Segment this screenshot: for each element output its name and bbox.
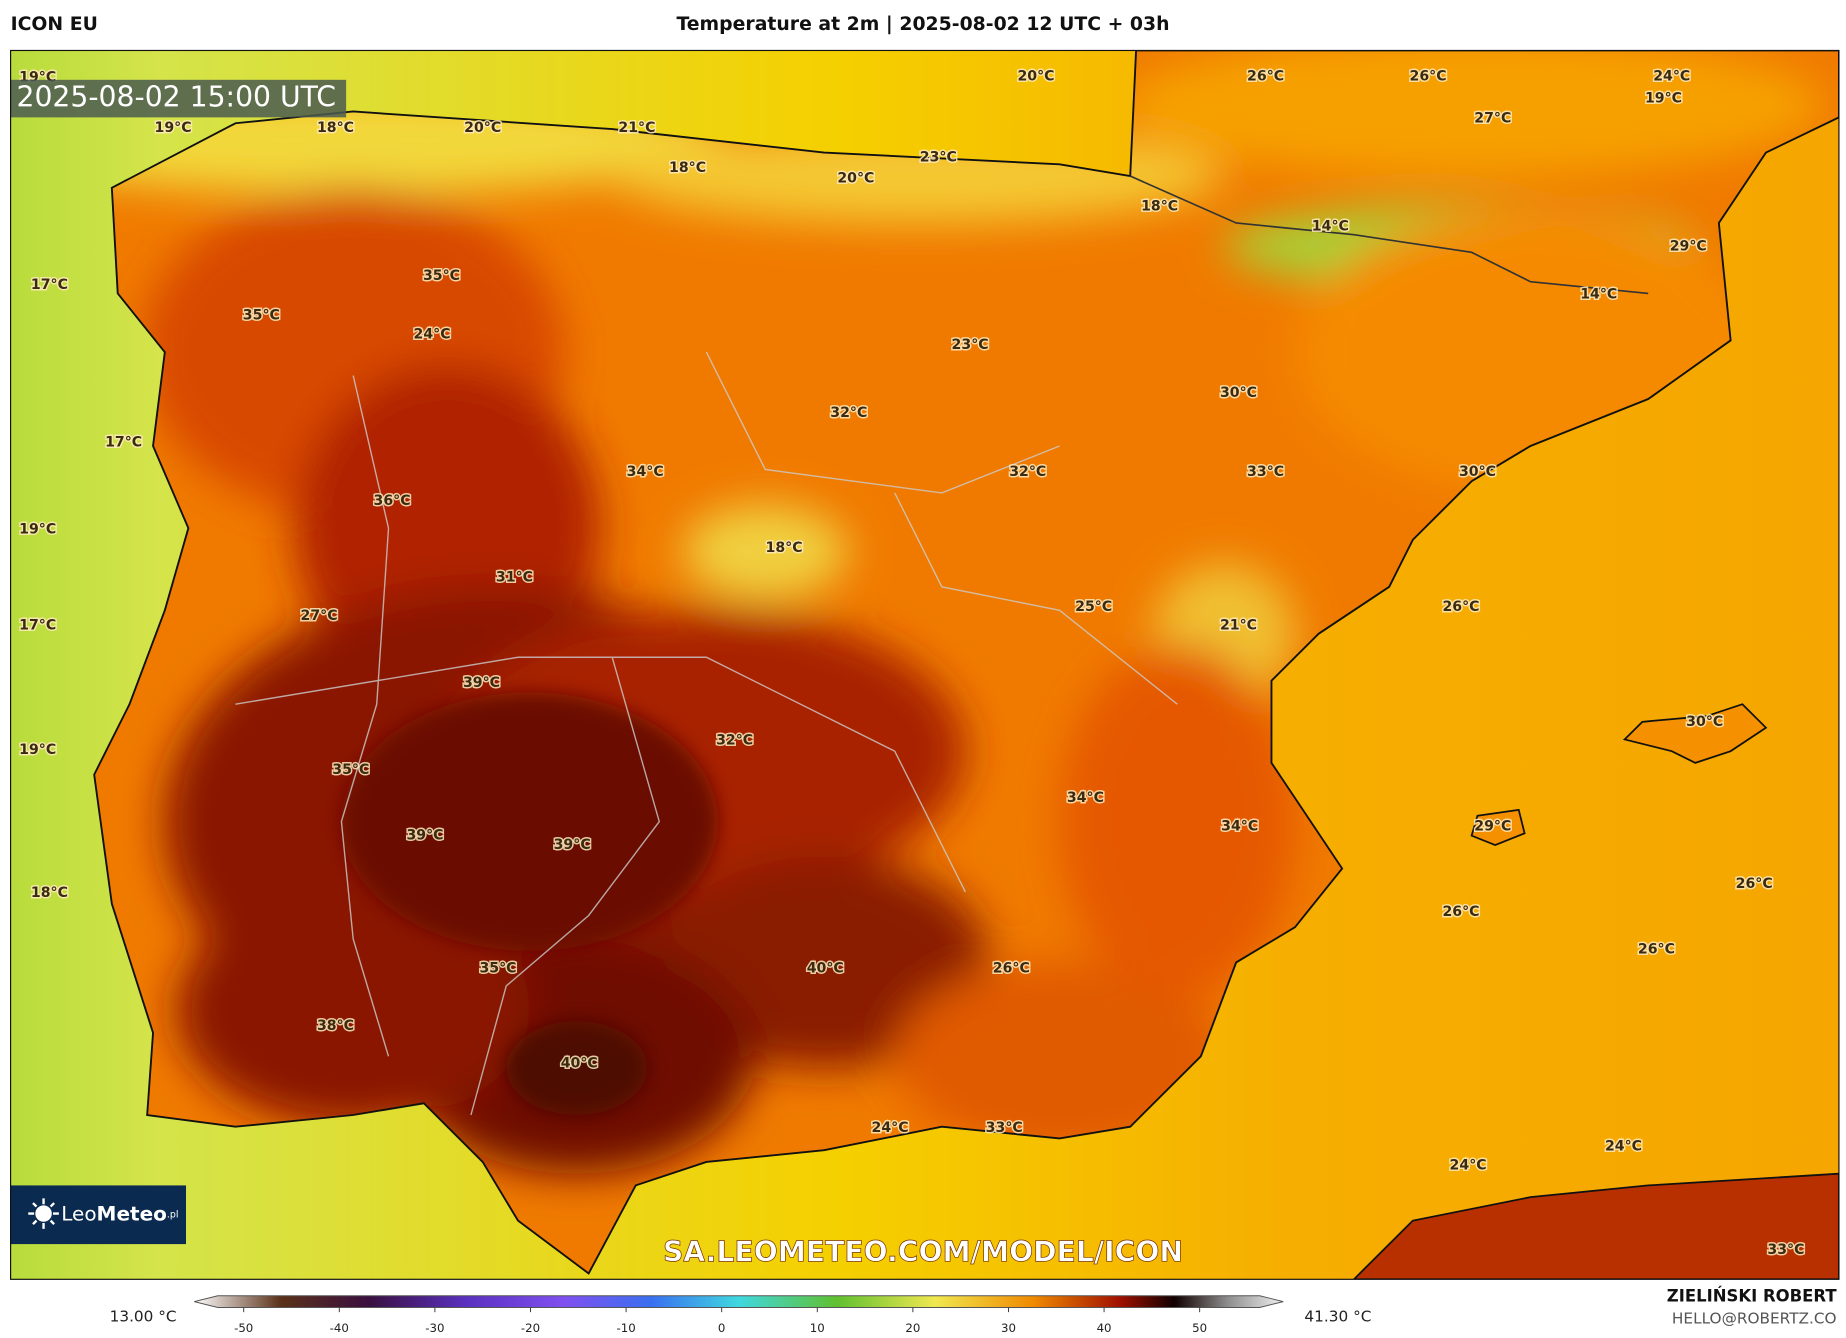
watermark: SA.LEOMETEO.COM/MODEL/ICON (663, 1236, 1183, 1269)
temperature-label: 26°C (993, 960, 1030, 976)
temperature-label: 26°C (1410, 68, 1447, 84)
colorbar-ramp (194, 1295, 1284, 1308)
temperature-label: 35°C (423, 268, 460, 284)
temperature-label: 23°C (920, 149, 957, 165)
temperature-label: 33°C (1767, 1242, 1804, 1258)
temperature-label: 35°C (243, 308, 280, 324)
temperature-labels: 19°C 19°C 18°C 20°C 21°C 20°C 26°C 26°C 24°C 19°C… (18, 67, 1806, 1260)
author: ZIELIŃSKI ROBERT (1667, 1286, 1838, 1305)
border (1129, 175, 1649, 295)
temperature-label: 21°C (618, 120, 655, 136)
timestamp-box (10, 79, 347, 118)
temperature-label: 24°C (871, 1120, 908, 1136)
temperature-label: 26°C (1247, 68, 1284, 84)
logo-sun (28, 1198, 59, 1229)
logo-bold: Meteo (97, 1201, 167, 1225)
colorbar-tick-label: -20 (521, 1321, 540, 1335)
colorbar-tick-label: 50 (1192, 1321, 1207, 1335)
temperature-label: 24°C (1653, 68, 1690, 84)
colorbar-max: 41.30 °C (1304, 1307, 1371, 1325)
colorbar-tick-label: -50 (234, 1321, 253, 1335)
temperature-label: 39°C (406, 828, 443, 844)
temperature-label: 34°C (627, 464, 664, 480)
temperature-label: 18°C (766, 540, 803, 556)
colorbar-tick-label: -10 (616, 1321, 635, 1335)
temperature-label: 24°C (1605, 1139, 1642, 1155)
timestamp: 2025-08-02 15:00 UTC (16, 81, 336, 114)
temperature-label: 24°C (414, 327, 451, 343)
logo-light: Leo (61, 1201, 96, 1225)
temperature-label: 17°C (19, 618, 56, 634)
temperature-label: 23°C (952, 337, 989, 353)
colorbar: 13.00 °C 41.30 °C -50 -40 -30 -20 -10 0 10 20 30… (110, 1295, 1371, 1335)
temperature-label: 29°C (1670, 238, 1707, 254)
temperature-label: 19°C (19, 742, 56, 758)
temperature-label: 19°C (1645, 91, 1682, 107)
map-frame (10, 49, 1840, 1280)
temperature-label: 14°C (1580, 287, 1617, 303)
temperature-label: 18°C (317, 120, 354, 136)
temperature-label: 30°C (1459, 464, 1496, 480)
logo-suffix: .pl (167, 1209, 179, 1220)
colorbar-tick-label: 30 (1001, 1321, 1016, 1335)
temperature-label: 19°C (155, 120, 192, 136)
temperature-label: 18°C (1141, 199, 1178, 215)
region-borders (235, 351, 1178, 1116)
temperature-label: 27°C (1474, 111, 1511, 127)
temperature-label: 32°C (716, 733, 753, 749)
temperature-label: 19°C (19, 521, 56, 537)
colorbar-tick-label: 10 (810, 1321, 825, 1335)
colorbar-tick-label: 20 (905, 1321, 920, 1335)
temperature-label: 32°C (830, 405, 867, 421)
temperature-label: 39°C (554, 837, 591, 853)
map-title: Temperature at 2m | 2025-08-02 12 UTC + … (676, 14, 1169, 35)
temperature-label: 18°C (31, 885, 68, 901)
colorbar-tick-label: 0 (718, 1321, 725, 1335)
colorbar-tick-label: 40 (1097, 1321, 1112, 1335)
temperature-label: 33°C (986, 1120, 1023, 1136)
temperature-label: 26°C (1638, 942, 1675, 958)
contact: HELLO@ROBERTZ.CO (1672, 1310, 1837, 1328)
temperature-label: 35°C (479, 960, 516, 976)
temperature-label: 27°C (301, 608, 338, 624)
colorbar-min: 13.00 °C (110, 1307, 177, 1325)
temperature-label: 26°C (1442, 599, 1479, 615)
temperature-label: 17°C (105, 434, 142, 450)
temperature-label: 34°C (1067, 790, 1104, 806)
temperature-label: 32°C (1009, 464, 1046, 480)
temperature-label: 25°C (1075, 599, 1112, 615)
temperature-label: 33°C (1247, 464, 1284, 480)
temperature-label: 26°C (1442, 904, 1479, 920)
model-name: ICON EU (11, 14, 98, 35)
temperature-label: 36°C (374, 493, 411, 509)
island (1470, 808, 1526, 847)
temperature-label: 24°C (1450, 1157, 1487, 1173)
temperature-label: 35°C (332, 762, 369, 778)
temperature-label: 40°C (807, 960, 844, 976)
temperature-label: 18°C (669, 160, 706, 176)
colorbar-tick-label: -40 (330, 1321, 349, 1335)
temperature-label: 20°C (837, 170, 874, 186)
temperature-label: 20°C (464, 120, 501, 136)
logo: LeoMeteo.pl (61, 1201, 178, 1225)
temperature-label: 17°C (31, 277, 68, 293)
temperature-label: 38°C (317, 1018, 354, 1034)
temperature-label: 30°C (1220, 385, 1257, 401)
temperature-label: 21°C (1220, 618, 1257, 634)
temperature-label: 26°C (1736, 876, 1773, 892)
island (1622, 703, 1768, 764)
north-africa (1352, 1172, 1839, 1280)
temperature-label: 30°C (1686, 714, 1723, 730)
temperature-label: 14°C (1312, 219, 1349, 235)
temperature-label: 40°C (561, 1055, 598, 1071)
temperature-label: 34°C (1221, 818, 1258, 834)
temperature-label: 29°C (1474, 818, 1511, 834)
temperature-label: 39°C (463, 675, 500, 691)
temperature-label: 31°C (496, 569, 533, 585)
colorbar-tick-label: -30 (425, 1321, 444, 1335)
temperature-label: 20°C (1017, 68, 1054, 84)
